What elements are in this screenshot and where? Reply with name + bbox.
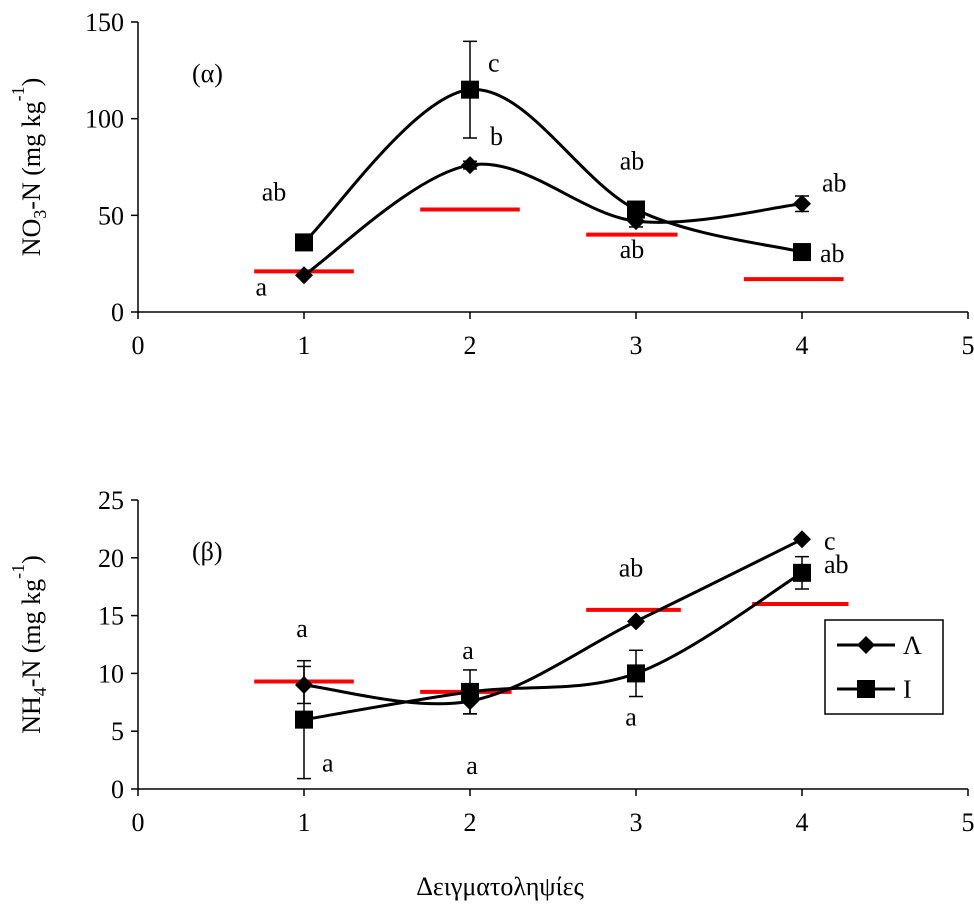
y-axis-title: NH4-N (mg kg-1) <box>8 555 50 734</box>
y-axis-title-sub: 4 <box>30 687 50 696</box>
data-point-diamond <box>793 530 811 549</box>
y-axis-title-sup: -1 <box>8 564 28 579</box>
x-tick-label: 4 <box>796 331 809 360</box>
legend-item: Λ <box>837 631 922 660</box>
data-point-square <box>793 563 811 582</box>
y-axis-title: NO3-N (mg kg-1) <box>8 78 50 257</box>
significance-letter: a <box>322 749 334 778</box>
y-tick-label: 10 <box>98 659 124 688</box>
y-axis-title-part: -N (mg kg <box>17 101 46 209</box>
legend-marker-diamond <box>857 636 875 654</box>
legend-marker-square <box>857 680 875 698</box>
x-tick-label: 0 <box>132 331 145 360</box>
significance-letter: ab <box>822 169 847 198</box>
y-axis-title-sub: 3 <box>30 210 50 219</box>
data-point-square <box>295 710 313 729</box>
y-tick-label: 15 <box>98 602 124 631</box>
data-point-diamond <box>461 156 479 175</box>
data-point-square <box>461 682 479 701</box>
x-tick-label: 1 <box>298 808 311 837</box>
x-tick-label: 3 <box>630 808 643 837</box>
significance-letter: a <box>466 751 478 780</box>
y-tick-label: 50 <box>98 201 124 230</box>
y-tick-label: 20 <box>98 544 124 573</box>
y-tick-label: 0 <box>111 298 124 327</box>
y-tick-label: 0 <box>111 775 124 804</box>
x-axis-label: Δειγματοληψίες <box>416 872 584 901</box>
y-axis-title-part: ) <box>17 78 46 87</box>
significance-letter: a <box>296 614 308 643</box>
data-point-square <box>627 664 645 683</box>
y-tick-label: 5 <box>111 717 124 746</box>
data-point-square <box>461 80 479 99</box>
x-tick-label: 1 <box>298 331 311 360</box>
panel-label: (α) <box>192 59 223 88</box>
legend-box <box>824 619 944 715</box>
data-point-diamond <box>295 266 313 285</box>
data-point-square <box>627 200 645 219</box>
significance-letter: ab <box>262 177 287 206</box>
significance-letter: a <box>255 272 267 301</box>
x-tick-label: 0 <box>132 808 145 837</box>
legend-item: Ι <box>837 675 912 704</box>
legend-label: Ι <box>903 675 912 704</box>
y-tick-label: 100 <box>85 105 124 134</box>
y-axis-title-part: NH <box>17 696 46 734</box>
significance-letter: ab <box>620 147 645 176</box>
x-tick-label: 2 <box>464 331 477 360</box>
significance-letter: ab <box>824 550 849 579</box>
legend-label: Λ <box>903 631 922 660</box>
data-point-square <box>295 233 313 252</box>
series-line-diamond <box>303 162 803 277</box>
x-tick-label: 5 <box>962 808 974 837</box>
y-axis-title-part: -N (mg kg <box>17 579 46 687</box>
significance-letter: a <box>625 702 637 731</box>
series-line-diamond <box>303 537 803 706</box>
y-axis-title-part: NO <box>17 219 46 257</box>
significance-letter: ab <box>620 235 645 264</box>
x-tick-label: 4 <box>796 808 809 837</box>
significance-letter: ab <box>619 553 644 582</box>
significance-letter: c <box>488 49 500 78</box>
legend: ΛΙ <box>824 619 944 715</box>
x-tick-label: 5 <box>962 331 974 360</box>
significance-letter: c <box>824 526 836 555</box>
y-axis-title-sup: -1 <box>8 86 28 101</box>
y-axis-title-part: ) <box>17 555 46 564</box>
y-tick-label: 25 <box>98 486 124 515</box>
significance-letter: ab <box>820 239 845 268</box>
x-tick-label: 3 <box>630 331 643 360</box>
significance-letter: b <box>490 122 503 151</box>
data-point-diamond <box>627 612 645 631</box>
series-line-square <box>303 571 803 722</box>
significance-letter: a <box>462 636 474 665</box>
data-point-diamond <box>793 194 811 213</box>
panel-label: (β) <box>192 537 223 566</box>
x-tick-label: 2 <box>464 808 477 837</box>
series-line-square <box>302 88 803 254</box>
y-tick-label: 150 <box>85 8 124 37</box>
data-point-square <box>793 243 811 262</box>
